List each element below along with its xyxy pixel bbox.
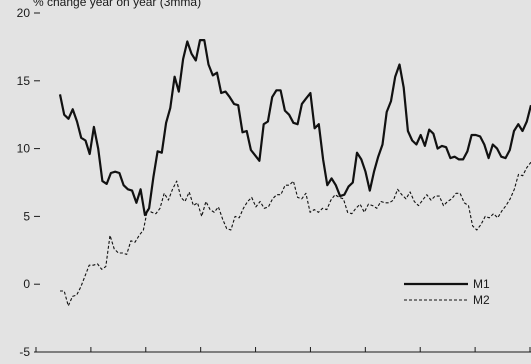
y-tick-label: 15 <box>17 74 31 88</box>
x-axis-ticks <box>35 347 531 352</box>
y-tick-label: 20 <box>17 6 31 20</box>
y-tick-label: 10 <box>17 142 31 156</box>
y-tick-label: 5 <box>23 209 30 223</box>
y-tick-label: -5 <box>19 345 30 359</box>
legend-label-m1: M1 <box>473 277 490 291</box>
legend: M1 M2 <box>404 277 490 307</box>
series-line-m2 <box>60 161 531 307</box>
series-layer <box>58 38 531 307</box>
chart-title: % change year on year (3mma) <box>33 0 201 9</box>
y-axis: -5 0 5 10 15 20 <box>17 6 40 359</box>
y-tick-label: 0 <box>23 277 30 291</box>
series-line-m1 <box>58 38 531 217</box>
legend-label-m2: M2 <box>473 293 490 307</box>
